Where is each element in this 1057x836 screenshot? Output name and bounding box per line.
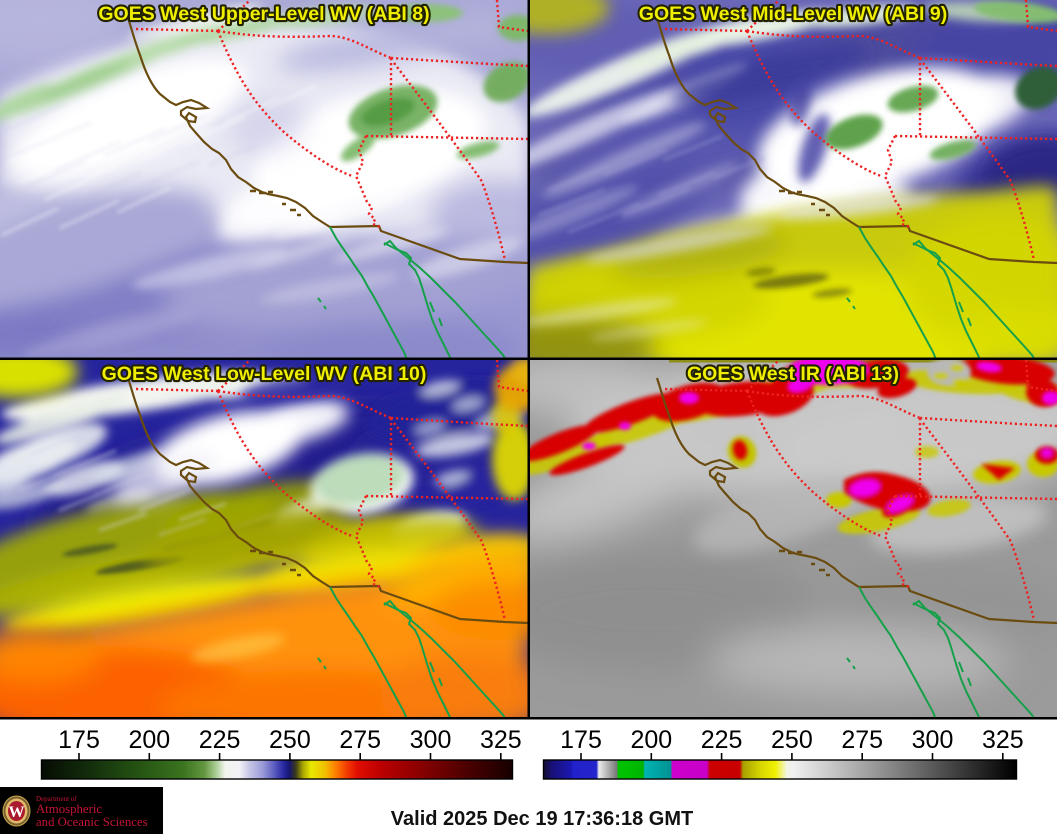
svg-text:300: 300 (912, 726, 954, 754)
svg-text:GOES West Upper-Level WV (ABI: GOES West Upper-Level WV (ABI 8) (98, 3, 429, 25)
svg-text:GOES West IR (ABI 13): GOES West IR (ABI 13) (687, 363, 899, 385)
svg-text:200: 200 (128, 726, 170, 754)
svg-text:225: 225 (199, 726, 241, 754)
svg-text:GOES West Low-Level WV (ABI 10: GOES West Low-Level WV (ABI 10) (102, 363, 427, 385)
svg-text:200: 200 (630, 726, 672, 754)
svg-text:300: 300 (410, 726, 452, 754)
svg-text:and Oceanic Sciences: and Oceanic Sciences (36, 815, 148, 829)
svg-text:275: 275 (339, 726, 381, 754)
svg-text:325: 325 (480, 726, 522, 754)
svg-text:275: 275 (841, 726, 883, 754)
svg-text:Valid 2025 Dec 19 17:36:18 GMT: Valid 2025 Dec 19 17:36:18 GMT (391, 808, 693, 830)
svg-text:250: 250 (771, 726, 813, 754)
svg-text:GOES West Mid-Level WV (ABI 9): GOES West Mid-Level WV (ABI 9) (639, 3, 947, 25)
svg-text:225: 225 (701, 726, 743, 754)
svg-text:175: 175 (560, 726, 602, 754)
svg-text:Atmospheric: Atmospheric (36, 802, 102, 816)
svg-text:W: W (9, 804, 25, 821)
svg-text:325: 325 (982, 726, 1024, 754)
svg-text:Department of: Department of (36, 795, 77, 803)
svg-text:175: 175 (58, 726, 100, 754)
svg-text:250: 250 (269, 726, 311, 754)
